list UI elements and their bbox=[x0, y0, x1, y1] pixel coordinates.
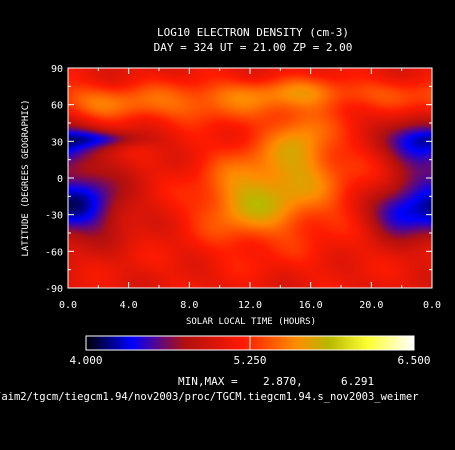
x-axis: 0.0 4.0 8.0 12.0 16.0 20.0 0.0 bbox=[59, 68, 441, 311]
y-tick-label: 0 bbox=[57, 174, 63, 185]
x-axis-label: SOLAR LOCAL TIME (HOURS) bbox=[186, 317, 316, 327]
x-tick-label: 0.0 bbox=[59, 300, 77, 311]
y-tick-label: 90 bbox=[51, 64, 63, 75]
y-tick-label: 60 bbox=[51, 101, 63, 112]
chart-subtitle: DAY = 324 UT = 21.00 ZP = 2.00 bbox=[154, 41, 353, 54]
min-max-label: MIN,MAX = bbox=[178, 375, 238, 388]
chart-title: LOG10 ELECTRON DENSITY (cm-3) bbox=[157, 26, 349, 39]
y-axis: 90 60 30 0 -30 -60 -90 bbox=[45, 64, 432, 295]
y-axis-label: LATITUDE (DEGREES GEOGRAPHIC) bbox=[21, 99, 31, 256]
x-tick-label: 16.0 bbox=[299, 300, 323, 311]
colorbar-max-label: 6.500 bbox=[397, 354, 430, 367]
max-value: 6.291 bbox=[341, 375, 374, 388]
x-tick-label: 4.0 bbox=[120, 300, 138, 311]
y-tick-label: -60 bbox=[45, 247, 63, 258]
x-tick-label: 20.0 bbox=[359, 300, 383, 311]
y-tick-label: 30 bbox=[51, 137, 63, 148]
x-tick-label: 0.0 bbox=[423, 300, 441, 311]
x-tick-label: 8.0 bbox=[180, 300, 198, 311]
y-tick-label: -90 bbox=[45, 284, 63, 295]
min-value: 2.870, bbox=[263, 375, 303, 388]
x-tick-label: 12.0 bbox=[238, 300, 262, 311]
colorbar-min-label: 4.000 bbox=[69, 354, 102, 367]
y-tick-label: -30 bbox=[45, 211, 63, 222]
colorbar-mid-label: 5.250 bbox=[233, 354, 266, 367]
density-heatmap bbox=[68, 68, 432, 288]
source-path: /aim2/tgcm/tiegcm1.94/nov2003/proc/TGCM.… bbox=[0, 391, 419, 403]
